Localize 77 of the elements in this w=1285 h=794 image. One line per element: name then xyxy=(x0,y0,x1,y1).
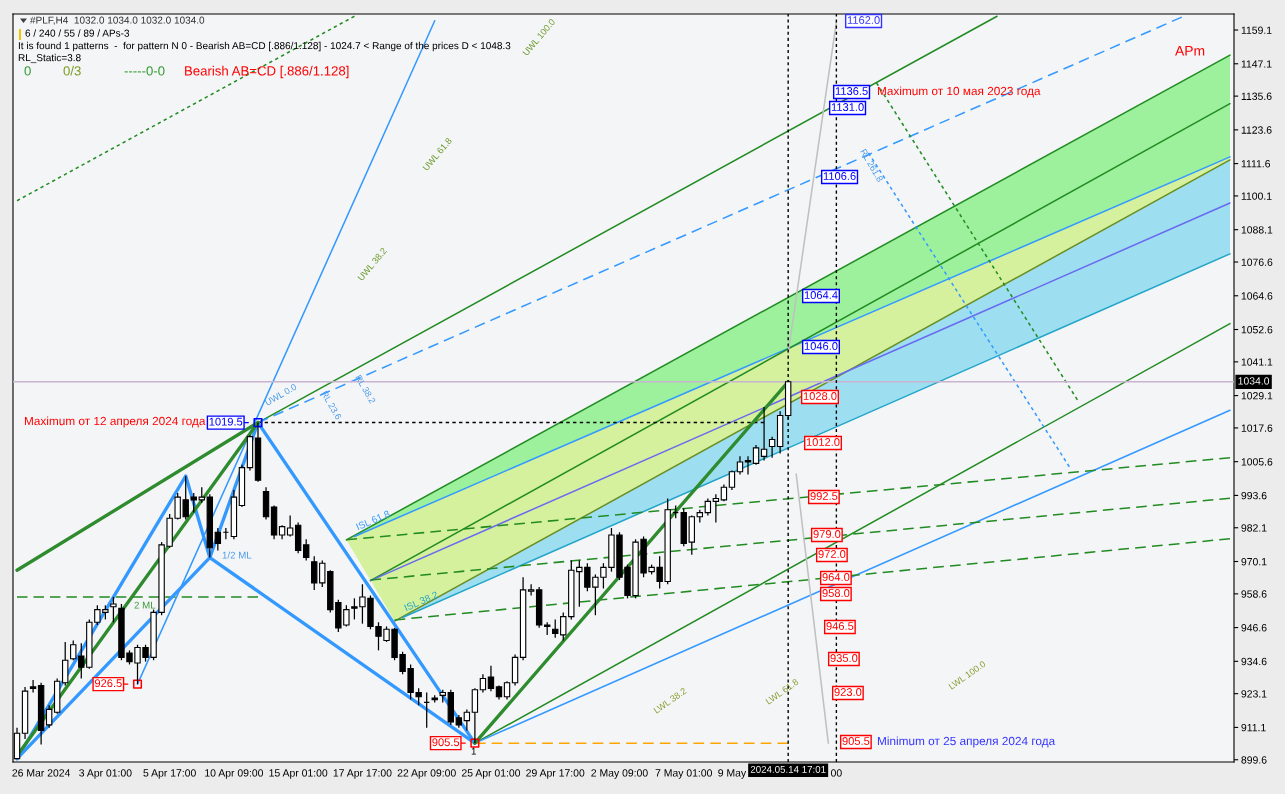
annotation: Maximum от 10 мая 2023 года xyxy=(877,86,1041,98)
x-tick-label: 29 Apr 17:00 xyxy=(526,769,585,779)
x-tick-label: 9 May xyxy=(718,769,747,779)
annotation: 964.0 xyxy=(822,573,850,581)
y-tick-label: 1135.6 xyxy=(1241,92,1272,100)
annotation: 1/2 ML xyxy=(222,551,252,559)
y-tick-label: 1159.1 xyxy=(1241,26,1272,34)
annotation: 935.0 xyxy=(830,654,858,662)
y-tick-label: 1041.1 xyxy=(1241,358,1273,366)
y-tick-label: 1076.6 xyxy=(1241,258,1273,266)
y-tick-label: 946.6 xyxy=(1241,624,1267,632)
y-tick-label: 934.6 xyxy=(1241,657,1267,666)
y-tick-label: 1064.6 xyxy=(1241,292,1273,300)
x-tick-label: 22 Apr 09:00 xyxy=(397,769,456,779)
x-tick-label: 7 May 01:00 xyxy=(655,769,713,779)
annotation: -----0-0 xyxy=(124,66,165,76)
x-tick-label: 15 Apr 01:00 xyxy=(269,769,328,779)
text: ISL 38.2 xyxy=(404,591,439,612)
x-tick-label: 26 Mar 2024 xyxy=(12,769,71,777)
annotation: 2 ML xyxy=(134,601,156,609)
data-label: 905.5 xyxy=(432,738,460,747)
annotation: 1106.6 xyxy=(823,172,856,180)
y-tick-label: 1147.1 xyxy=(1241,60,1272,68)
ref-line-label: 1034.0 xyxy=(1238,377,1270,385)
x-tick-label: 25 Apr 01:00 xyxy=(461,769,521,779)
annotation: Minimum от 25 апреля 2024 года xyxy=(877,736,1056,748)
annotation: 946.5 xyxy=(826,622,854,630)
annotation: 1136.5 xyxy=(835,87,868,95)
annotation: 992.5 xyxy=(810,492,838,500)
annotation: 0/3 xyxy=(63,65,81,76)
annotation: 1046.0 xyxy=(804,342,838,350)
annotation: 1064.4 xyxy=(804,291,838,299)
annotation: Maximum от 12 апреля 2024 года xyxy=(24,416,206,428)
y-tick-label: 970.1 xyxy=(1241,558,1267,566)
y-tick-label: 911.1 xyxy=(1241,723,1266,732)
y-tick-label: 993.6 xyxy=(1241,491,1267,500)
annotation: 1012.0 xyxy=(806,438,840,446)
annotation: 979.0 xyxy=(813,530,841,538)
x-tick-label: 00 xyxy=(830,769,842,777)
annotation: 1131.0 xyxy=(831,103,864,111)
y-tick-label: 1111.6 xyxy=(1241,160,1271,168)
annotation: 923.0 xyxy=(834,688,862,696)
y-tick-label: 923.1 xyxy=(1241,690,1267,698)
x-tick-label: 3 Apr 01:00 xyxy=(79,769,132,779)
x-tick-label: 5 Apr 17:00 xyxy=(143,769,196,779)
annotation: 1162.0 xyxy=(847,16,880,24)
text: ISL 61.8 xyxy=(355,510,391,531)
annotation: 6 / 240 / 55 / 89 / APs-3 xyxy=(25,29,130,37)
annotation: #PLF,H4 1032.0 1034.0 1032.0 1034.0 xyxy=(30,16,205,25)
annotation: 1028.0 xyxy=(803,392,837,400)
y-tick-label: 1029.1 xyxy=(1241,392,1273,400)
data-label: 926.5 xyxy=(94,679,122,688)
annotation: APm xyxy=(1175,46,1205,56)
y-tick-label: 1088.1 xyxy=(1241,226,1273,234)
x-tick-label: 10 Apr 09:00 xyxy=(205,769,264,779)
annotation: RL_Static=3.8 xyxy=(18,53,81,64)
y-tick-label: 958.6 xyxy=(1241,590,1267,598)
annotation: 1 xyxy=(471,747,476,755)
annotation: 905.5 xyxy=(842,737,870,745)
annotation: LWL 61.8 xyxy=(765,678,799,705)
annotation: Bearish AB=CD [.886/1.128] xyxy=(185,65,349,79)
annotation: UWL 0.0 xyxy=(264,383,298,406)
y-tick-label: 1005.6 xyxy=(1241,458,1273,466)
y-tick-label: 1052.6 xyxy=(1241,326,1273,334)
x-tick-label: 17 Apr 17:00 xyxy=(333,769,392,779)
data-label: 1019.5 xyxy=(209,417,243,426)
x-tick-label: 2 May 09:00 xyxy=(591,769,648,779)
y-tick-label: 982.1 xyxy=(1241,524,1267,532)
annotation: 0 xyxy=(24,66,31,76)
annotation: 972.0 xyxy=(818,550,846,558)
y-tick-label: 1100.1 xyxy=(1241,192,1272,200)
x-tick-label: 2024.05.14 17:01 xyxy=(750,766,826,773)
annotation: LWL 38.2 xyxy=(653,687,687,714)
y-tick-label: 1123.6 xyxy=(1241,126,1272,134)
y-tick-label: 899.6 xyxy=(1241,756,1267,764)
annotation: 958.0 xyxy=(822,589,850,597)
y-tick-label: 1017.6 xyxy=(1241,424,1273,432)
